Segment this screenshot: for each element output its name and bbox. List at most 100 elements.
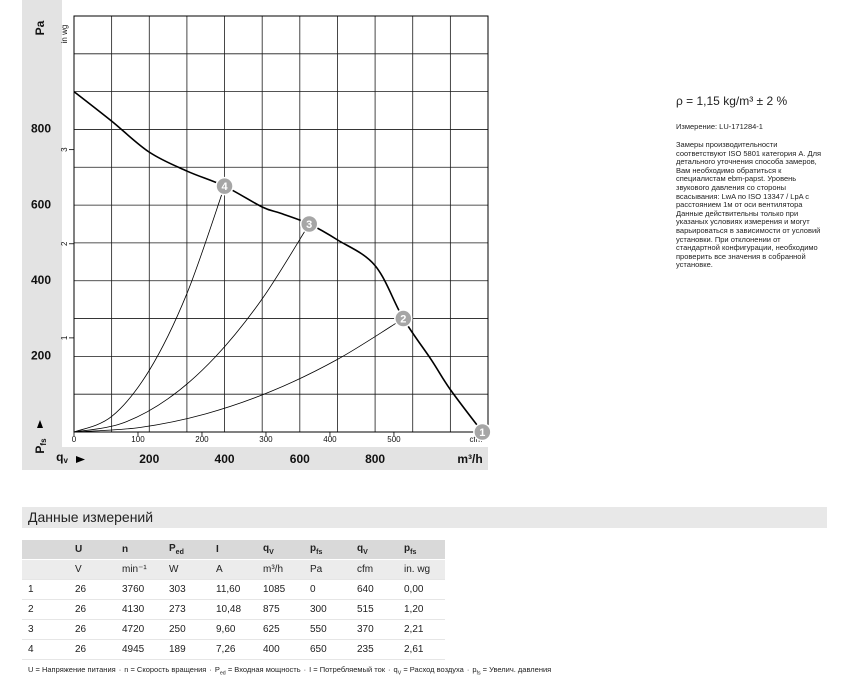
separator: · [209, 665, 212, 674]
table-cell: Ped [163, 540, 210, 560]
cell-sub: V [363, 549, 368, 556]
table-cell: W [163, 559, 210, 580]
table-cell: 2 [22, 599, 69, 620]
table-cell: 0,00 [398, 579, 445, 600]
table-cell: U [69, 540, 116, 560]
y2-label: in wg [60, 25, 69, 44]
operating-point-label: 3 [306, 219, 312, 231]
cell-sub: ed [175, 549, 184, 556]
table-cell [22, 559, 69, 580]
cell-sub: fs [316, 549, 323, 556]
table-cell: 2,21 [398, 619, 445, 640]
y2-tick-label: 2 [60, 241, 69, 246]
system-curve [73, 318, 404, 433]
table-cell: 4720 [116, 619, 163, 640]
x-label: m³/h [457, 452, 482, 466]
density: ρ = 1,15 kg/m³ ± 2 % [676, 94, 788, 108]
table-cell: n [116, 540, 163, 560]
note-line: Замеры производительности [676, 140, 778, 149]
table-cell: 875 [257, 599, 304, 620]
note-line: Данные действительны только при [676, 208, 799, 218]
table-cell: I [210, 540, 257, 560]
x-tick-label: 200 [139, 452, 159, 466]
table-cell: 3 [22, 619, 69, 640]
x2-tick-label: 300 [259, 435, 273, 444]
note-line: установки. При отклонении от [676, 234, 781, 244]
note-line: всасывания: LwA по ISO 13347 / LpA с [676, 191, 810, 201]
fan-curve [73, 91, 483, 433]
table-cell: min⁻¹ [116, 559, 163, 580]
cell-main: q [357, 543, 364, 554]
table-cell: pfs [398, 540, 445, 560]
table-cell: qV [351, 540, 398, 560]
table-cell: Pa [304, 559, 351, 580]
legend-rest: = Расход воздуха [401, 665, 464, 674]
notes: ρ = 1,15 kg/m³ ± 2 % Измерение: LU-17128… [676, 94, 836, 270]
arrow-up [37, 420, 43, 428]
note-text: Замеры производительности соответствуют I… [676, 140, 836, 270]
table-cell: 303 [163, 579, 210, 600]
y-tick-label: 200 [31, 349, 51, 363]
legend-rest: = Увелич. давления [480, 665, 552, 674]
cell-sub: V [269, 549, 274, 556]
operating-point [215, 176, 234, 196]
x2-tick-label: 500 [387, 435, 401, 444]
table-cell: 26 [69, 599, 116, 620]
table-legend: U = Напряжение питания · n = Скорость вращ… [28, 665, 551, 677]
x2-tick-label: 100 [131, 435, 145, 444]
operating-point [299, 214, 319, 234]
table-cell: in. wg [398, 559, 445, 580]
table-row: 4 26 4945 189 7,26 400 650 235 2,61 [22, 639, 445, 660]
qv-label: qv [56, 450, 68, 465]
legend-rest: = Входная мощность [225, 665, 301, 674]
separator: · [118, 665, 122, 674]
table-row: 2 26 4130 273 10,48 875 300 515 1,20 [22, 599, 445, 620]
table-cell: 26 [69, 639, 116, 660]
legend-text: q [393, 665, 398, 674]
x-tick-label: 800 [365, 452, 385, 466]
table-cell: 7,26 [210, 639, 257, 660]
note-line: стандартной конфигурации, необходимо [676, 243, 818, 253]
qv-label-sub: v [63, 456, 68, 465]
note-line: соответствуют ISO 5801 категория A. Для [676, 148, 822, 158]
x2-tick-label: 400 [323, 435, 337, 444]
note-line: варьироваться в зависимости от условий [676, 225, 821, 235]
table-cell: pfs [304, 540, 351, 560]
arrow-right [76, 456, 85, 463]
cell-main: P [169, 543, 176, 554]
table-cell [22, 540, 69, 560]
pfs-label-sub: fs [39, 438, 48, 446]
cell-main: p [404, 543, 411, 554]
table-cell: 2,61 [398, 639, 445, 660]
note-line: звукового давления со стороны [676, 182, 787, 192]
y-tick-label: 600 [31, 197, 51, 211]
table-cell: 10,48 [210, 599, 257, 620]
operating-point [394, 309, 413, 328]
table-cell: 4945 [116, 639, 163, 660]
table-cell: 189 [163, 639, 210, 660]
plot-frame [73, 15, 489, 433]
y-tick-label: 400 [31, 273, 51, 287]
table-cell: 1,20 [398, 599, 445, 620]
table-cell: 26 [69, 579, 116, 600]
operating-point-label: 2 [400, 313, 406, 325]
qv-label-main: q [56, 450, 63, 464]
table-cell: 9,60 [210, 619, 257, 640]
x-tick-label: 400 [215, 452, 235, 466]
table-cell: 400 [257, 639, 304, 660]
system-curve [73, 186, 225, 433]
cell-main: p [310, 543, 317, 554]
table-cell: cfm [351, 559, 398, 580]
separator: · [466, 665, 470, 674]
note-line: установке. [676, 260, 713, 270]
legend-text: n = Скорость вращения [124, 665, 207, 674]
y-band [22, 0, 62, 470]
note-line: указаных условиях измерения и могут [676, 217, 810, 227]
table-cell: 370 [351, 619, 398, 640]
pfs-label-main: P [33, 446, 47, 454]
operating-point-label: 4 [221, 181, 228, 193]
table-cell: 0 [304, 579, 351, 600]
table-row: 3 26 4720 250 9,60 625 550 370 2,21 [22, 619, 445, 640]
